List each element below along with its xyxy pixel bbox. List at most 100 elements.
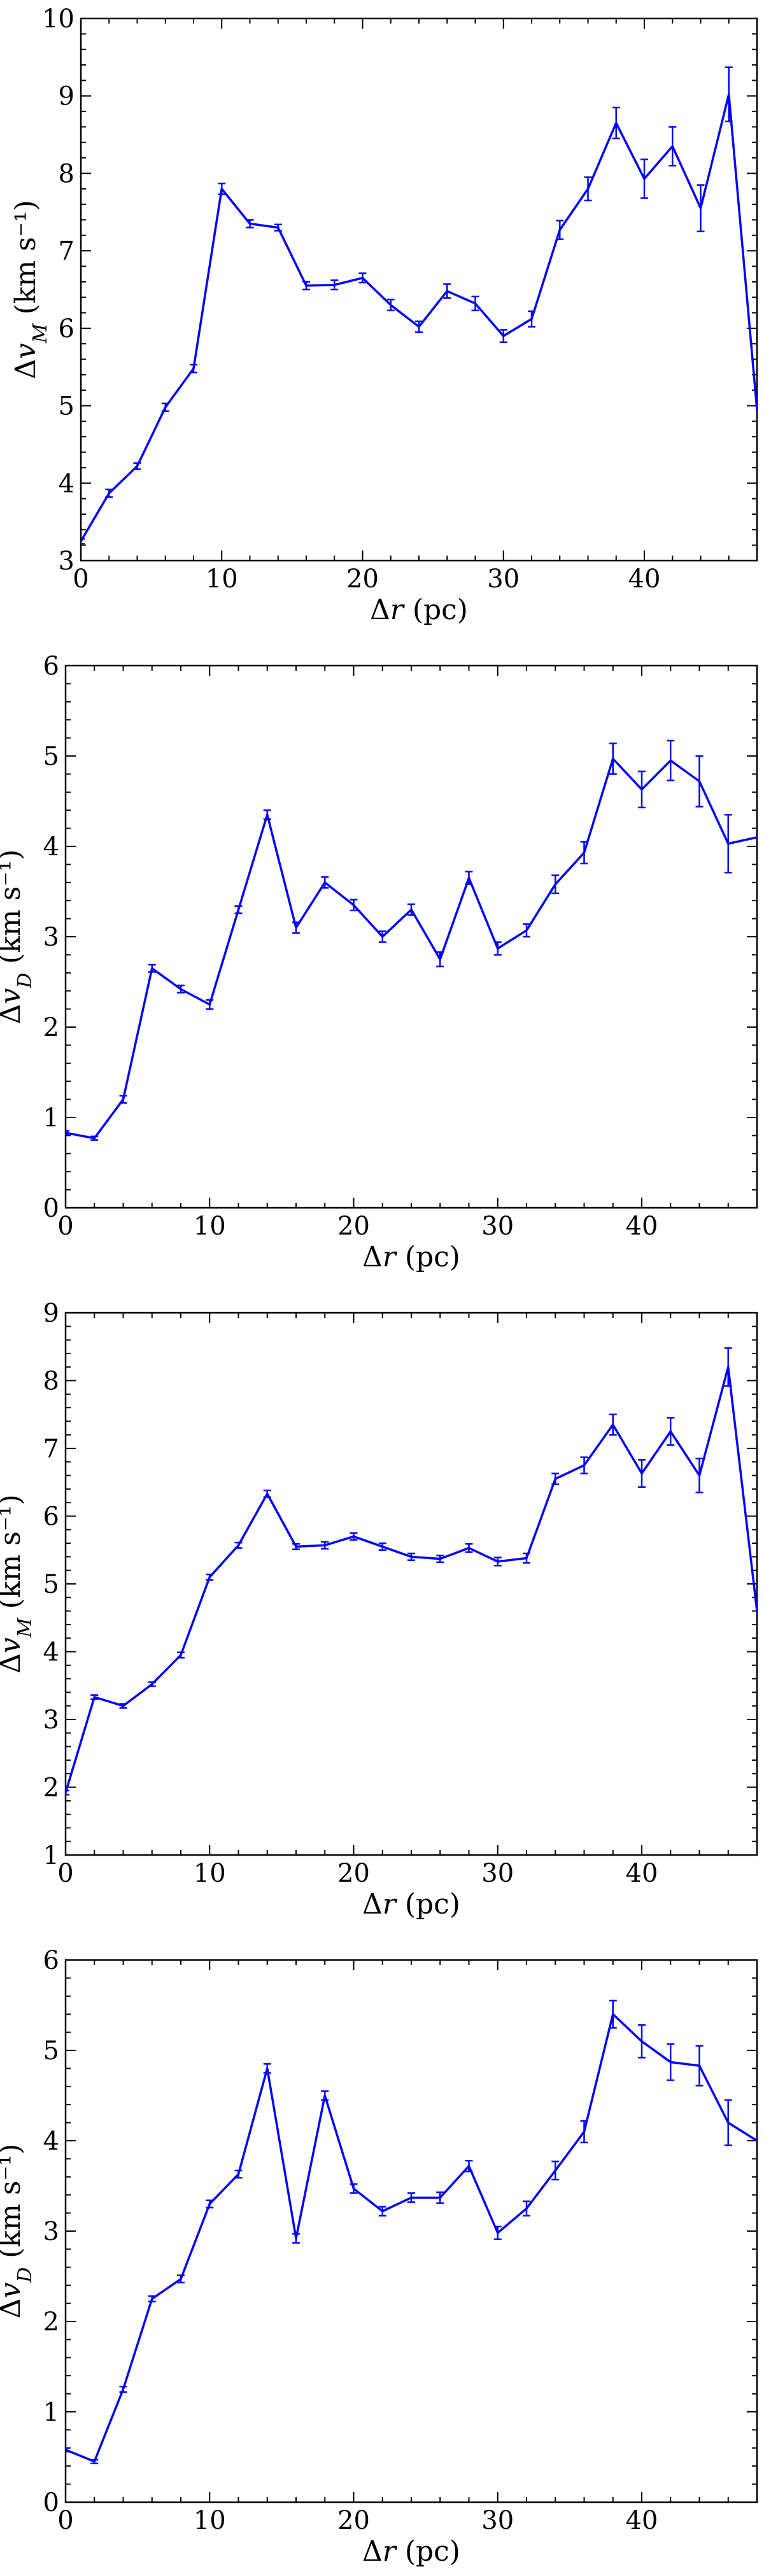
axis-frame: [80, 17, 758, 562]
x-tick-label: 30: [481, 2506, 514, 2535]
y-tick-label: 9: [59, 82, 74, 111]
x-tick-label: 30: [481, 1859, 514, 1888]
data-point: [669, 759, 672, 762]
data-point: [266, 2067, 269, 2069]
axis-frame: [64, 1959, 758, 2503]
data-point: [640, 788, 643, 791]
series-line: [66, 1366, 757, 1793]
data-point: [295, 927, 297, 929]
data-point: [266, 1492, 269, 1495]
data-point: [353, 904, 355, 906]
x-tick-label: 0: [57, 1212, 73, 1241]
data-point: [66, 1131, 67, 1134]
data-point: [122, 1098, 124, 1101]
data-point: [728, 93, 730, 95]
data-point: [468, 1547, 470, 1550]
data-point: [192, 367, 195, 370]
data-point: [612, 2013, 614, 2015]
y-tick-label: 6: [43, 1502, 59, 1532]
chart-panel-2: 0 10 20 30 40 0 1 2 3 4 5 6 Δr (pc) ΔvD (km s⁻¹): [0, 652, 758, 1273]
data-point: [237, 1544, 239, 1546]
data-point: [671, 145, 674, 148]
y-tick-label: 1: [43, 1841, 59, 1870]
y-tick-label: 6: [43, 1946, 59, 1975]
data-point: [180, 988, 182, 990]
data-point: [497, 1560, 499, 1563]
data-point: [410, 908, 413, 911]
data-point: [612, 757, 614, 760]
y-tick-label: 0: [43, 1194, 59, 1223]
data-point: [474, 302, 476, 305]
data-point: [669, 1430, 672, 1432]
data-point: [151, 967, 153, 970]
data-point: [353, 2187, 355, 2190]
y-tick-label: 3: [43, 1705, 59, 1735]
y-tick-label: 4: [43, 2127, 59, 2156]
error-bar: [66, 2447, 69, 2453]
data-point: [698, 2064, 700, 2067]
y-tick-label: 1: [43, 1103, 59, 1133]
x-tick-label: 20: [337, 2506, 370, 2535]
y-tick-label: 4: [59, 469, 74, 498]
data-point: [151, 2298, 153, 2300]
y-tick-label: 6: [43, 652, 59, 681]
data-point: [220, 188, 223, 190]
plot-area: [66, 1999, 757, 2465]
data-point: [266, 813, 269, 816]
data-point: [554, 1478, 556, 1480]
data-point: [381, 2210, 384, 2213]
y-tick-label: 5: [43, 742, 59, 771]
series-line: [66, 2013, 757, 2463]
data-point: [323, 881, 326, 884]
y-tick-label: 7: [43, 1434, 59, 1464]
x-tick-label: 0: [57, 2506, 73, 2535]
y-tick-label: 2: [43, 2307, 59, 2337]
y-axis-label: ΔvD (km s⁻¹): [0, 2144, 36, 2319]
data-point: [554, 2169, 556, 2172]
data-point: [180, 1654, 182, 1656]
data-point: [93, 2460, 96, 2463]
x-tick-label: 0: [73, 564, 88, 594]
x-tick-label: 10: [194, 1859, 226, 1888]
x-tick-label: 10: [194, 2506, 226, 2535]
y-tick-label: 2: [43, 1013, 59, 1042]
data-point: [136, 465, 138, 468]
y-axis-label: ΔvM (km s⁻¹): [0, 1494, 36, 1674]
data-point: [446, 290, 448, 292]
y-tick-label: 1: [43, 2398, 59, 2427]
data-point: [237, 908, 239, 911]
data-point: [323, 1544, 326, 1546]
chart-panel-3: 0 10 20 30 40 1 2 3 4 5 6 7 8 9 Δr (pc) ΔvM (km s⁻¹): [0, 1299, 758, 1921]
data-point: [698, 780, 700, 783]
data-point: [93, 1696, 96, 1698]
x-tick-label: 40: [626, 2506, 658, 2535]
data-point: [468, 877, 470, 879]
data-point: [122, 2388, 124, 2390]
x-tick-label: 20: [346, 564, 379, 594]
data-point: [237, 2173, 239, 2176]
data-point: [249, 223, 251, 225]
data-point: [669, 2061, 672, 2063]
y-tick-label: 4: [43, 832, 59, 862]
y-tick-label: 8: [43, 1367, 59, 1396]
data-point: [558, 228, 561, 231]
chart-panel-1: 0 10 20 30 40 3 4 5 6 7 8 9 10 Δr (pc) ΔvM (km s⁻¹): [10, 4, 758, 626]
data-point: [439, 958, 441, 960]
data-point: [164, 406, 167, 409]
y-tick-label: 6: [59, 314, 74, 344]
x-tick-label: 20: [337, 1859, 370, 1888]
data-point: [151, 1683, 153, 1686]
x-tick-label: 10: [194, 1212, 226, 1241]
y-tick-label: 10: [42, 4, 74, 34]
data-point: [756, 2139, 757, 2142]
data-point: [643, 178, 646, 180]
y-tick-label: 2: [43, 1774, 59, 1803]
x-tick-label: 0: [57, 1859, 73, 1888]
y-tick-label: 8: [59, 159, 74, 188]
x-tick-label: 40: [628, 564, 661, 594]
plot-area: [66, 1347, 757, 1796]
data-point: [66, 1791, 67, 1794]
data-point: [305, 284, 308, 287]
data-point: [208, 1576, 211, 1578]
